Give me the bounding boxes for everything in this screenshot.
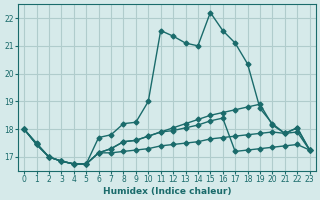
X-axis label: Humidex (Indice chaleur): Humidex (Indice chaleur) [103, 187, 231, 196]
